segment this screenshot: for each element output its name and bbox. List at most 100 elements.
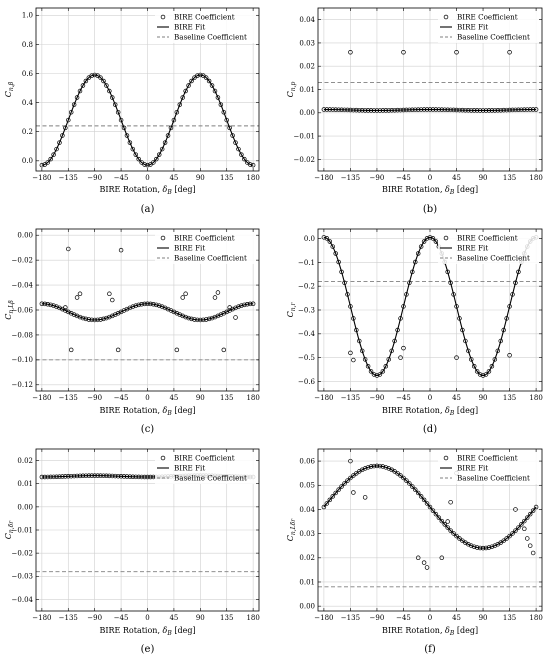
legend-marker-icon <box>443 235 449 241</box>
bire-coefficient-point <box>159 146 165 152</box>
bire-coefficient-point <box>492 108 498 113</box>
x-tick-label: 45 <box>452 174 461 182</box>
bire-coefficient-point <box>71 102 77 107</box>
bire-coefficient-point <box>183 291 188 297</box>
y-tick-label: −0.01 <box>294 132 315 140</box>
bire-coefficient-point <box>418 244 424 249</box>
bire-coefficient-point <box>148 301 153 307</box>
bire-coefficient-point <box>142 301 147 307</box>
bire-coefficient-point <box>327 107 333 112</box>
bire-coefficient-point <box>522 107 527 112</box>
bire-coefficient-point <box>83 473 89 478</box>
x-tick-label: 0 <box>145 614 149 622</box>
bire-coefficient-point <box>124 474 130 479</box>
bire-coefficient-point <box>407 481 412 486</box>
bire-coefficient-point <box>359 108 365 113</box>
bire-coefficient-point <box>351 316 356 321</box>
bire-coefficient-point <box>398 355 403 360</box>
bire-fit-line <box>323 108 537 112</box>
bire-coefficient-point <box>42 162 48 167</box>
bire-coefficient-point <box>336 107 341 112</box>
bire-coefficient-point <box>533 107 539 112</box>
bire-coefficient-point <box>201 317 206 323</box>
bire-coefficient-point <box>401 345 406 351</box>
bire-coefficient-point <box>501 107 506 113</box>
bire-coefficient-point <box>527 543 533 548</box>
bire-coefficient-point <box>77 291 83 297</box>
bire-coefficient-point <box>51 152 56 157</box>
bire-coefficient-point <box>504 316 509 321</box>
bire-coefficient-point <box>486 369 492 374</box>
y-tick-label: 0.01 <box>299 86 315 94</box>
bire-coefficient-point <box>368 369 374 374</box>
bire-coefficient-point <box>245 302 250 307</box>
bire-coefficient-point <box>63 125 68 131</box>
bire-coefficient-point <box>395 471 400 476</box>
y-tick-label: 0.4 <box>22 99 34 107</box>
bire-coefficient-point <box>115 109 121 115</box>
bire-coefficient-point <box>148 162 153 167</box>
bire-coefficient-point <box>324 107 330 112</box>
bire-coefficient-point <box>101 78 106 84</box>
bire-coefficient-point <box>83 78 89 84</box>
bire-coefficient-point <box>174 347 180 353</box>
bire-coefficient-point <box>247 301 253 307</box>
bire-coefficient-point <box>492 357 498 362</box>
bire-coefficient-point <box>51 474 56 480</box>
y-tick-label: 0.06 <box>299 457 315 465</box>
bire-coefficient-point <box>212 295 218 300</box>
panel-caption: (f) <box>424 644 436 655</box>
bire-coefficient-point <box>362 357 368 362</box>
legend-label-markers: BIRE Coefficient <box>457 234 518 243</box>
x-tick-label: 135 <box>503 614 516 622</box>
y-tick-label: 0.8 <box>22 41 33 49</box>
panel-caption: (d) <box>423 424 437 435</box>
bire-coefficient-point <box>330 494 335 499</box>
bire-coefficient-point <box>377 463 383 469</box>
y-tick-label: 0.0 <box>22 157 33 165</box>
bire-coefficient-point <box>477 372 483 377</box>
x-tick-label: 90 <box>196 614 205 622</box>
bire-coefficient-point <box>445 525 450 530</box>
bire-coefficient-point <box>330 107 335 112</box>
bire-coefficient-point <box>522 526 527 532</box>
bire-coefficient-point <box>348 475 353 481</box>
bire-coefficient-point <box>374 108 380 113</box>
bire-coefficient-point <box>527 107 533 112</box>
bire-coefficient-point <box>457 107 462 113</box>
legend-label-fit: BIRE Fit <box>457 244 488 253</box>
bire-coefficient-point <box>507 353 512 358</box>
bire-coefficient-point <box>39 162 45 168</box>
bire-coefficient-point <box>145 474 150 480</box>
y-tick-label: 0.01 <box>17 480 33 488</box>
bire-coefficient-point <box>142 162 147 167</box>
bire-coefficient-point <box>195 317 200 323</box>
bire-coefficient-point <box>183 314 188 320</box>
bire-coefficient-point <box>454 107 459 113</box>
bire-coefficient-point <box>513 280 518 286</box>
x-tick-label: −180 <box>314 394 333 402</box>
x-tick-label: 0 <box>145 394 149 402</box>
x-tick-label: −180 <box>32 614 51 622</box>
bire-coefficient-point <box>401 49 406 55</box>
bire-coefficient-point <box>498 107 503 113</box>
bire-coefficient-point <box>427 504 433 510</box>
bire-coefficient-point <box>495 348 501 354</box>
x-tick-label: 135 <box>503 174 516 182</box>
bire-coefficient-point <box>324 501 330 506</box>
x-tick-label: 90 <box>479 394 488 402</box>
bire-coefficient-point <box>469 543 474 548</box>
bire-coefficient-point <box>66 246 71 252</box>
bire-coefficient-point <box>45 160 50 165</box>
bire-coefficient-point <box>236 146 241 152</box>
x-tick-label: 45 <box>452 614 461 622</box>
bire-coefficient-point <box>442 522 447 527</box>
bire-coefficient-point <box>186 83 191 88</box>
bire-coefficient-point <box>130 304 136 309</box>
y-tick-label: 0.01 <box>299 578 315 586</box>
bire-coefficient-point <box>189 316 194 322</box>
bire-coefficient-point <box>45 474 50 480</box>
bire-coefficient-point <box>115 473 121 479</box>
